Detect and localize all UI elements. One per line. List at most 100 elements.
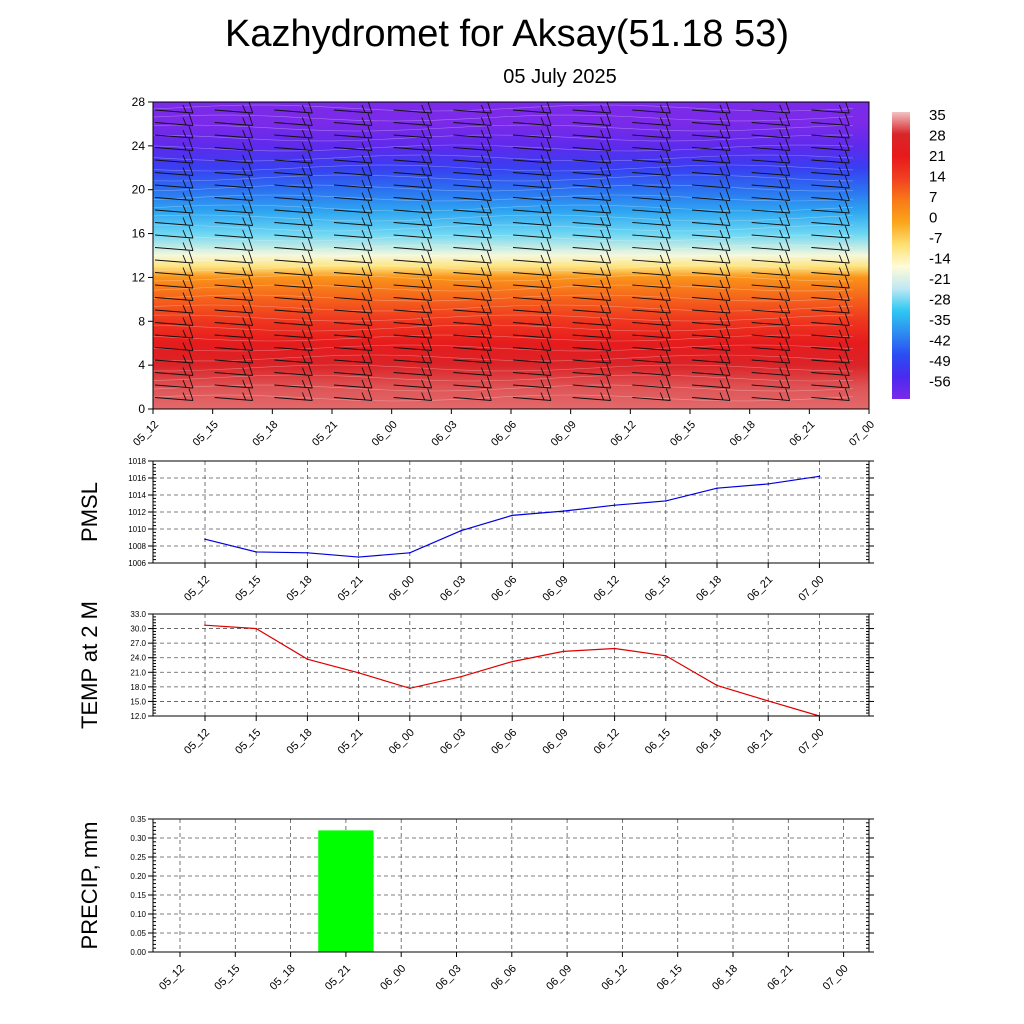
barb-shaft [214, 334, 253, 339]
barb-flag [427, 275, 433, 289]
wind-barb [333, 263, 373, 276]
barb-flag [182, 117, 187, 126]
y-tick-label: 1010 [128, 525, 146, 534]
barb-shaft [632, 397, 671, 401]
wind-barb [811, 363, 850, 376]
wind-barb [214, 200, 254, 214]
series-point [409, 552, 411, 554]
wind-barb [214, 313, 254, 326]
wind-barb [632, 388, 671, 401]
wind-barb [512, 213, 552, 226]
barb-flag [659, 179, 664, 188]
barb-shaft [811, 309, 850, 314]
x-tick-label: 06_12 [599, 963, 629, 993]
wind-barb [453, 313, 492, 326]
y-tick-label: 1006 [128, 559, 146, 568]
barb-shaft [393, 359, 432, 364]
barb-shaft [751, 184, 790, 189]
wind-barb [393, 275, 433, 289]
barb-flag [606, 338, 612, 351]
isoline [153, 304, 854, 312]
heatmap-y-tick-label: 20 [132, 183, 146, 197]
barb-flag [486, 225, 492, 239]
x-tick-label: 06_06 [489, 963, 519, 993]
y-tick-label: 1016 [128, 474, 146, 483]
barb-flag [361, 217, 366, 226]
wind-barb [393, 238, 433, 251]
barb-flag [725, 388, 731, 401]
wind-barb [751, 125, 791, 139]
barb-flag [838, 267, 843, 276]
barb-flag [427, 350, 433, 364]
wind-barb [154, 275, 194, 289]
barb-flag [546, 125, 552, 139]
barb-flag [248, 275, 254, 289]
barb-flag [844, 338, 850, 351]
barb-flag [361, 104, 366, 113]
heatmap-y-tick-label: 8 [138, 314, 145, 328]
barb-flag [665, 275, 671, 289]
wind-barb [691, 338, 731, 351]
barb-flag [361, 117, 366, 126]
barb-flag [725, 213, 731, 226]
barb-flag [188, 325, 194, 339]
wind-barb [274, 338, 313, 351]
barb-flag [785, 313, 791, 326]
wind-barb [572, 175, 612, 189]
wind-barb [393, 313, 433, 326]
wind-barb [274, 200, 313, 214]
barb-shaft [154, 347, 194, 351]
barb-flag [427, 263, 433, 276]
x-tick-label: 06_15 [643, 574, 673, 604]
wind-barb [512, 388, 552, 401]
wind-barb [632, 288, 671, 301]
barb-shaft [274, 259, 313, 264]
barb-flag [361, 154, 366, 163]
barb-flag [486, 200, 492, 214]
temp-2m-panel: 12.0 15.0 18.0 21.0 24.0 27.0 30.0 33.0 05_12 05_… [77, 601, 874, 757]
wind-barb [214, 125, 254, 139]
wind-barb [751, 238, 791, 251]
barb-flag [248, 113, 254, 126]
wind-barb [214, 250, 254, 264]
isoline [153, 384, 854, 392]
barb-shaft [453, 347, 492, 351]
barb-flag [838, 329, 843, 338]
wind-barb [393, 250, 433, 264]
wind-barb [214, 375, 254, 389]
x-tick-label: 05_18 [284, 574, 314, 604]
barb-flag [725, 375, 731, 389]
barb-flag [427, 388, 433, 401]
y-tick-label: 1012 [128, 508, 146, 517]
barb-shaft [811, 259, 850, 264]
y-tick-label: 18.0 [130, 683, 146, 692]
barb-shaft [751, 322, 790, 326]
barb-flag [540, 367, 545, 376]
barb-flag [242, 304, 247, 313]
wind-barb [512, 188, 552, 201]
barb-shaft [691, 222, 731, 226]
barb-flag [301, 254, 306, 263]
wind-barb [453, 113, 492, 126]
panel-frame [152, 613, 870, 717]
barb-flag [844, 163, 850, 176]
barb-flag [659, 229, 664, 238]
barb-shaft [274, 122, 313, 126]
barb-shaft [751, 172, 790, 176]
pmsl-panel: 1006 1008 1010 1012 1014 1016 1018 05_12 05_15 05… [77, 457, 874, 604]
barb-flag [725, 338, 731, 351]
barb-flag [659, 204, 664, 213]
wind-barb [572, 238, 612, 251]
barb-flag [659, 242, 664, 251]
wind-barb [871, 101, 909, 113]
x-tick-label: 06_21 [745, 574, 775, 604]
series-point [204, 624, 206, 626]
barb-flag [242, 292, 247, 301]
barb-shaft [572, 309, 611, 314]
barb-flag [725, 138, 731, 151]
barb-flag [301, 317, 306, 326]
wind-barb [572, 288, 612, 301]
barb-flag [838, 129, 843, 138]
wind-barb [214, 150, 254, 164]
wind-barb [274, 375, 313, 389]
